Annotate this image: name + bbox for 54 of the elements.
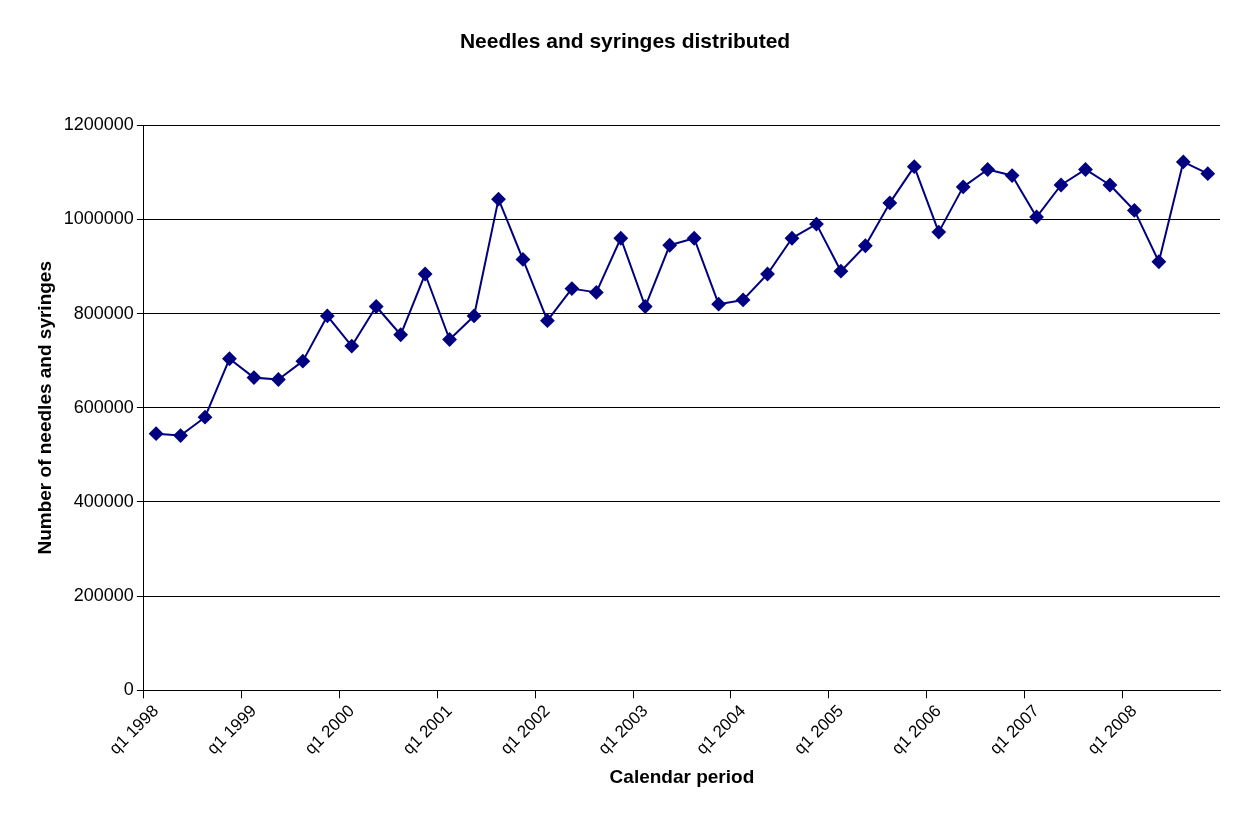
y-tick-label: 400000: [73, 490, 134, 511]
point: [833, 264, 848, 279]
point: [882, 195, 897, 210]
point: [687, 231, 702, 246]
point: [173, 428, 188, 443]
point: [246, 370, 261, 385]
point: [662, 238, 677, 253]
point: [515, 252, 530, 267]
point: [1054, 178, 1069, 193]
point: [638, 299, 653, 314]
point: [956, 179, 971, 194]
y-tick-label: 1000000: [63, 208, 134, 229]
point: [1200, 166, 1215, 181]
point: [980, 162, 995, 177]
point: [198, 410, 213, 425]
y-tick-label: 800000: [73, 302, 134, 323]
point: [271, 372, 286, 387]
point: [907, 159, 922, 174]
point: [1151, 254, 1166, 269]
point: [1005, 168, 1020, 183]
point: [564, 281, 579, 296]
y-tick-label: 1200000: [63, 114, 134, 135]
point: [222, 351, 237, 366]
point: [931, 225, 946, 240]
point: [344, 339, 359, 354]
point: [418, 267, 433, 282]
y-tick-label: 0: [123, 679, 134, 700]
y-tick-label: 200000: [73, 585, 134, 606]
point: [320, 308, 335, 323]
point: [540, 313, 555, 328]
point: [149, 426, 164, 441]
point: [760, 267, 775, 282]
point: [736, 292, 751, 307]
point: [467, 308, 482, 323]
point: [1029, 210, 1044, 225]
chart-title: Needles and syringes distributed: [459, 29, 791, 53]
point: [1102, 178, 1117, 193]
point: [295, 354, 310, 369]
point: [1176, 154, 1191, 169]
point: [369, 299, 384, 314]
point: [809, 217, 824, 232]
point: [858, 238, 873, 253]
point: [393, 327, 408, 342]
point: [491, 192, 506, 207]
point: [442, 332, 457, 347]
point: [1078, 162, 1093, 177]
point: [1127, 203, 1142, 218]
point: [711, 297, 726, 312]
point: [785, 231, 799, 246]
y-tick-label: 600000: [73, 396, 134, 417]
x-axis-title: Calendar period: [609, 765, 755, 787]
y-axis-title: Number of needles and syringes: [33, 261, 55, 555]
point: [589, 285, 604, 300]
point: [613, 231, 628, 246]
